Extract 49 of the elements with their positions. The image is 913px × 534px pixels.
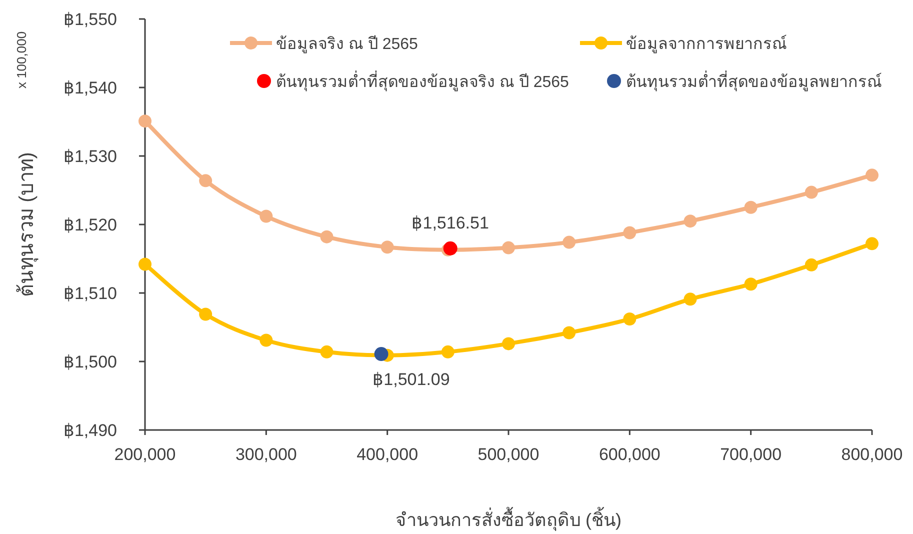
point (502, 337, 515, 350)
y-axis-title: ต้นทุนรวม (บาท) (16, 152, 39, 297)
x-tick-label: 400,000 (356, 445, 418, 464)
legend-label: ข้อมูลจริง ณ ปี 2565 (276, 35, 418, 54)
point (804, 258, 818, 272)
y-tick-label: ฿1,530 (63, 147, 117, 166)
point (562, 236, 576, 249)
point (502, 241, 515, 254)
x-tick-label: 500,000 (478, 445, 540, 464)
point (260, 210, 273, 223)
point (866, 168, 878, 182)
point (138, 114, 152, 128)
point (804, 186, 818, 199)
x-tick-label: 800,000 (841, 445, 903, 464)
x-tick-label: 600,000 (598, 445, 660, 464)
point (623, 312, 636, 326)
y-tick-label: ฿1,490 (63, 421, 117, 440)
point (199, 174, 212, 188)
point (684, 292, 697, 306)
legend-label: ต้นทุนรวมต่ำที่สุดของข้อมูลจริง ณ ปี 2565 (276, 70, 570, 92)
point (138, 258, 152, 271)
point (374, 347, 388, 362)
y-tick-label: ฿1,520 (63, 216, 117, 234)
point (380, 240, 394, 254)
y-tick-label: ฿1,540 (63, 78, 117, 98)
point (441, 345, 454, 358)
x-axis-title: จำนวนการสั่งซื้อวัตถุดิบ (ชิ้น) (396, 507, 622, 531)
y-tick-label: ฿1,500 (63, 352, 117, 372)
point (866, 237, 878, 250)
point (320, 230, 334, 244)
legend-label: ต้นทุนรวมต่ำที่สุดของข้อมูลพยากรณ์ (626, 70, 882, 92)
point (443, 241, 458, 256)
point (623, 226, 636, 240)
point (744, 278, 758, 291)
annotation: ฿1,501.09 (372, 370, 450, 390)
y-tick-label: ฿1,510 (63, 284, 117, 303)
point (684, 214, 697, 228)
x-tick-label: 200,000 (114, 445, 176, 464)
point (744, 200, 758, 214)
point (320, 345, 334, 358)
point (199, 308, 212, 321)
x-tick-label: 300,000 (235, 445, 297, 464)
annotation: ฿1,516.51 (412, 213, 489, 232)
text: x 100,000 (14, 31, 29, 89)
point (260, 334, 273, 347)
y-tick-label: ฿1,550 (63, 10, 117, 29)
x-tick-label: 700,000 (720, 445, 782, 464)
legend-label: ข้อมูลจากการพยากรณ์ (626, 34, 787, 54)
point (562, 326, 576, 340)
